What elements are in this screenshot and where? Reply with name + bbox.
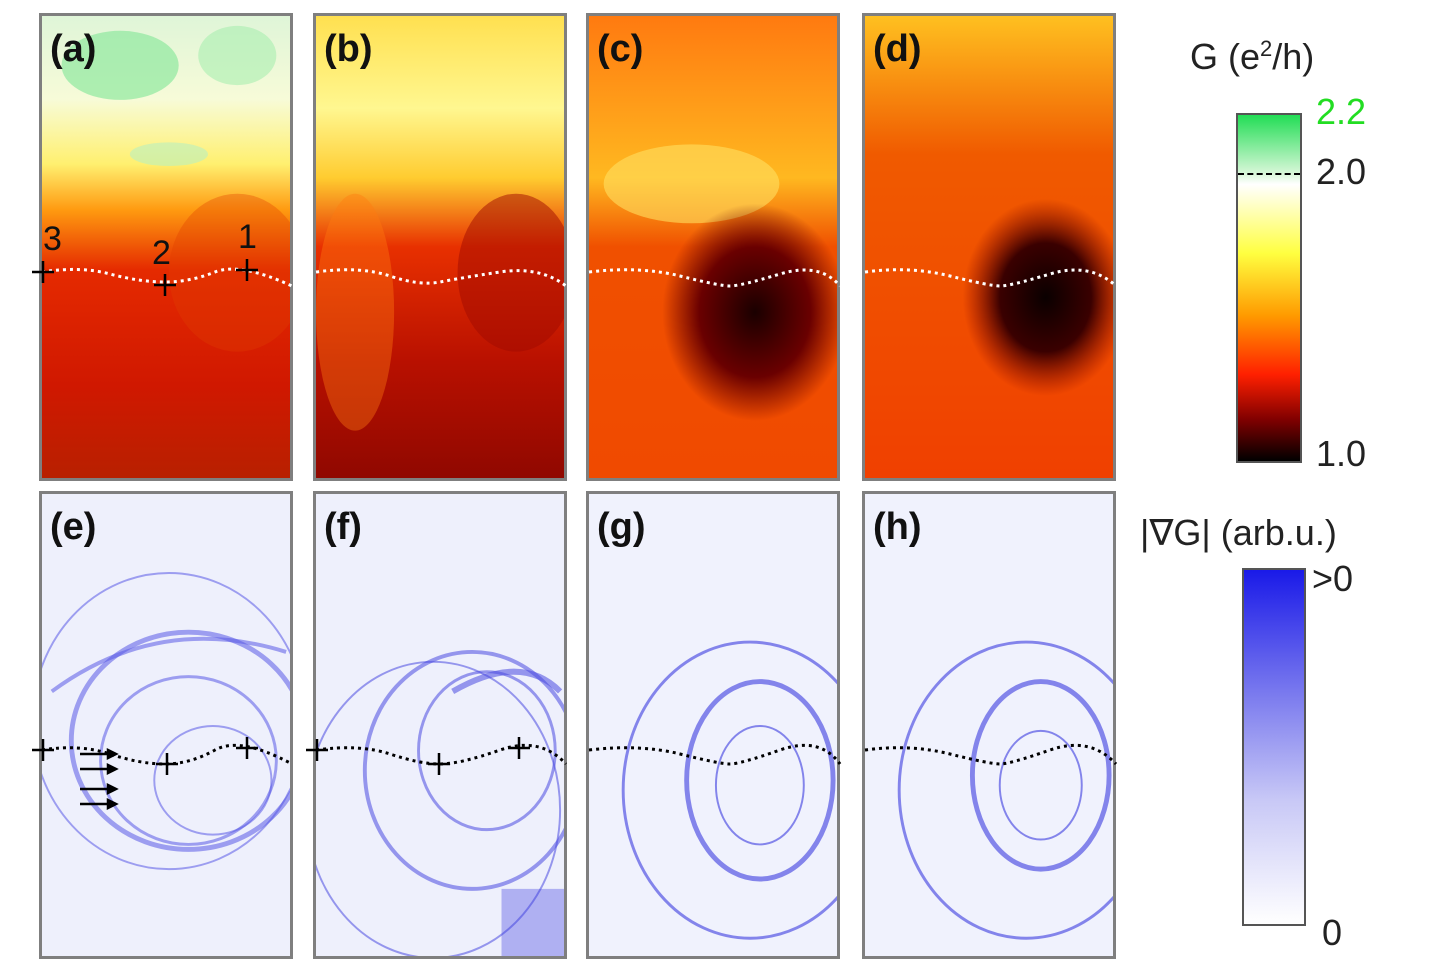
panel-d: (d) xyxy=(862,13,1116,481)
colorbar-bottom-title: |∇G| (arb.u.) xyxy=(1140,512,1337,553)
colorbar-bottom xyxy=(1242,568,1306,926)
gradient-map-g xyxy=(589,494,837,956)
panel-label: (e) xyxy=(50,506,97,548)
conductance-map-a xyxy=(42,16,290,478)
point-label-3: 3 xyxy=(43,220,62,258)
panel-h: (h) xyxy=(862,491,1116,959)
conductance-map-b xyxy=(316,16,564,478)
gradient-map-f xyxy=(316,494,564,956)
gradient-map-h xyxy=(865,494,1113,956)
point-label-1: 1 xyxy=(238,218,257,256)
panel-label: (f) xyxy=(324,506,362,548)
colorbar-top-title-sup: 2 xyxy=(1260,36,1273,61)
panel-c: (c) xyxy=(586,13,840,481)
colorbar-top-title-tail: /h) xyxy=(1272,36,1315,77)
colorbar-bottom-tick-max: >0 xyxy=(1312,558,1354,599)
panel-f: (f) xyxy=(313,491,567,959)
colorbar-top-tick-max: 2.2 xyxy=(1316,91,1367,132)
panel-label: (a) xyxy=(50,28,97,70)
colorbar-bottom-tick-min: 0 xyxy=(1322,912,1343,953)
colorbar-top-title: G (e2/h) xyxy=(1190,36,1314,78)
panel-label: (g) xyxy=(597,506,646,548)
panel-b: (b) xyxy=(313,13,567,481)
point-label-2: 2 xyxy=(152,234,171,272)
colorbar-top-tick-min: 1.0 xyxy=(1316,433,1367,474)
colorbar-top xyxy=(1236,113,1302,463)
panel-a: (a) xyxy=(39,13,293,481)
panel-label: (b) xyxy=(324,28,373,70)
panel-e: (e) xyxy=(39,491,293,959)
conductance-map-c xyxy=(589,16,837,478)
colorbar-top-tick-mid: 2.0 xyxy=(1316,151,1367,192)
conductance-map-d xyxy=(865,16,1113,478)
panel-label: (h) xyxy=(873,506,922,548)
panel-g: (g) xyxy=(586,491,840,959)
gradient-map-e xyxy=(42,494,290,956)
panel-label: (c) xyxy=(597,28,644,70)
colorbar-top-dashed-line xyxy=(1238,173,1300,175)
colorbar-top-title-main: G (e xyxy=(1190,36,1261,77)
panel-label: (d) xyxy=(873,28,922,70)
